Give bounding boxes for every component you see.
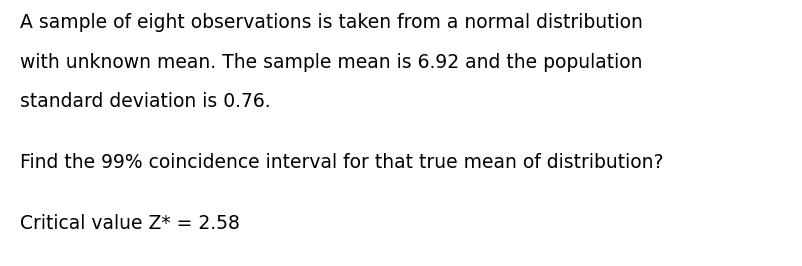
Text: standard deviation is 0.76.: standard deviation is 0.76. xyxy=(20,92,270,111)
Text: A sample of eight observations is taken from a normal distribution: A sample of eight observations is taken … xyxy=(20,13,642,32)
Text: Critical value Z* = 2.58: Critical value Z* = 2.58 xyxy=(20,214,240,233)
Text: Find the 99% coincidence interval for that true mean of distribution?: Find the 99% coincidence interval for th… xyxy=(20,153,662,172)
Text: with unknown mean. The sample mean is 6.92 and the population: with unknown mean. The sample mean is 6.… xyxy=(20,53,642,72)
